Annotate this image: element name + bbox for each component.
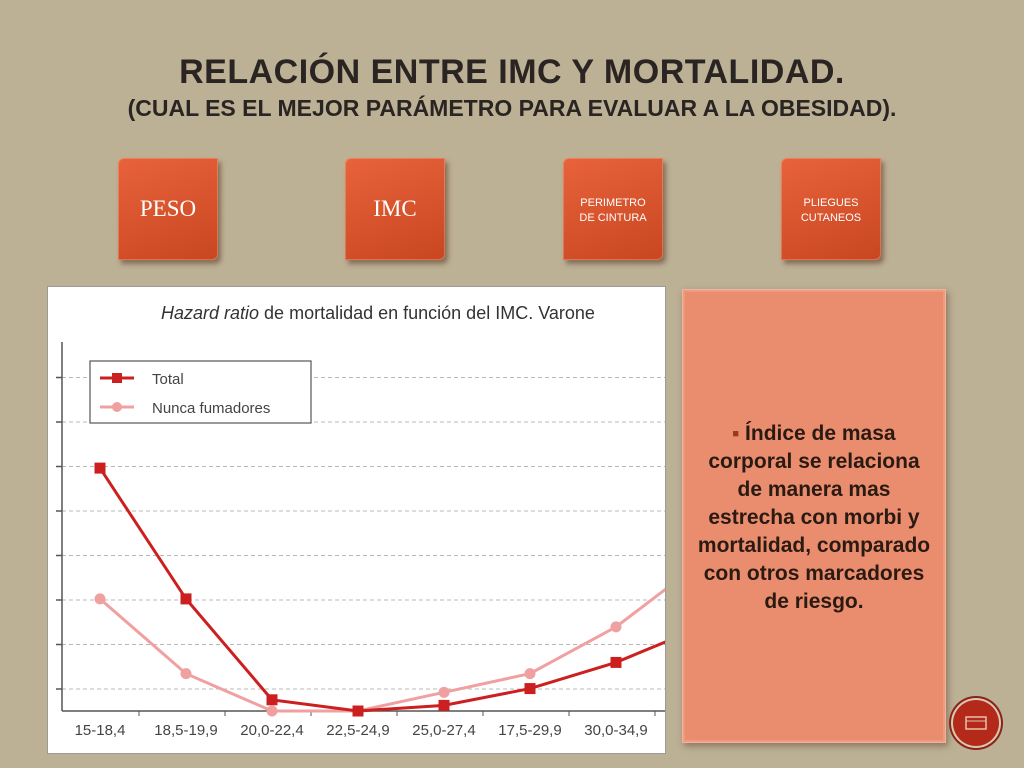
x-tick-labels: 15-18,4 18,5-19,9 20,0-22,4 22,5-24,9 25,0-2… xyxy=(75,722,648,739)
legend-label-total: Total xyxy=(152,371,184,388)
info-text-block: ■ Índice de masa corporal se relaciona de… xyxy=(695,420,933,616)
point-total xyxy=(180,593,192,605)
tile-imc[interactable]: IMC xyxy=(345,158,445,260)
x-tick-label: 17,5-29,9 xyxy=(498,722,561,739)
info-text: Índice de masa corporal se relaciona de … xyxy=(697,422,931,613)
chart-title: Hazard ratio de mortalidad en función de… xyxy=(161,303,595,323)
x-tick-label: 15-18,4 xyxy=(75,722,126,739)
x-tick-label: 20,0-22,4 xyxy=(240,722,303,739)
point-total xyxy=(438,699,450,711)
point-total xyxy=(94,462,106,474)
tile-perimetro-line2: DE CINTURA xyxy=(579,212,647,224)
tile-perimetro-label: PERIMETRO DE CINTURA xyxy=(579,196,646,226)
point-total xyxy=(266,694,278,706)
series-line-nunca-fumadores xyxy=(99,587,665,713)
point-nunca-fumadores xyxy=(524,668,536,680)
tile-perimetro-line1: PERIMETRO xyxy=(580,197,646,209)
bullet-square-icon: ■ xyxy=(732,428,740,440)
point-nunca-fumadores xyxy=(180,668,192,680)
x-tick-label: 22,5-24,9 xyxy=(326,722,389,739)
y-ticks xyxy=(56,376,656,716)
legend-label-nunca: Nunca fumadores xyxy=(152,400,270,417)
legend-marker-nunca xyxy=(112,402,122,412)
tile-perimetro-cintura[interactable]: PERIMETRO DE CINTURA xyxy=(563,158,663,260)
point-total xyxy=(610,656,622,668)
series xyxy=(94,462,665,717)
slide-title: RELACIÓN ENTRE IMC Y MORTALIDAD. xyxy=(179,53,845,91)
chart-title-italic: Hazard ratio xyxy=(161,303,259,323)
grid xyxy=(62,377,665,690)
tile-peso-label: PESO xyxy=(139,196,197,221)
x-tick-label: 25,0-27,4 xyxy=(412,722,475,739)
legend: Total Nunca fumadores xyxy=(89,360,312,424)
chart-title-rest: de mortalidad en función del IMC. Varone xyxy=(259,303,595,323)
info-box: ■ Índice de masa corporal se relaciona de… xyxy=(682,289,946,743)
x-tick-label: 18,5-19,9 xyxy=(154,722,217,739)
x-tick-label: 30,0-34,9 xyxy=(584,722,647,739)
hazard-ratio-chart: Hazard ratio de mortalidad en función de… xyxy=(56,303,665,739)
point-nunca-fumadores xyxy=(266,705,278,717)
tile-pliegues-line1: PLIEGUES xyxy=(803,197,859,209)
series-line-total xyxy=(98,467,665,713)
point-nunca-fumadores xyxy=(94,593,106,605)
tile-pliegues-label: PLIEGUES CUTANEOS xyxy=(801,196,861,226)
tile-imc-label: IMC xyxy=(373,196,417,221)
tile-pliegues-line2: CUTANEOS xyxy=(800,212,862,224)
point-total xyxy=(352,705,364,717)
point-nunca-fumadores xyxy=(438,686,450,698)
tile-peso[interactable]: PESO xyxy=(118,158,218,260)
point-total xyxy=(524,683,536,695)
point-nunca-fumadores xyxy=(610,621,622,633)
legend-box xyxy=(89,360,312,424)
legend-marker-total xyxy=(112,373,122,383)
slide-subtitle: (CUAL ES EL MEJOR PARÁMETRO PARA EVALUAR… xyxy=(127,95,897,121)
chart-panel: Hazard ratio de mortalidad en función de… xyxy=(47,286,666,754)
home-icon xyxy=(965,716,987,730)
tile-pliegues-cutaneos[interactable]: PLIEGUES CUTANEOS xyxy=(781,158,881,260)
home-nav-button[interactable] xyxy=(953,700,999,746)
